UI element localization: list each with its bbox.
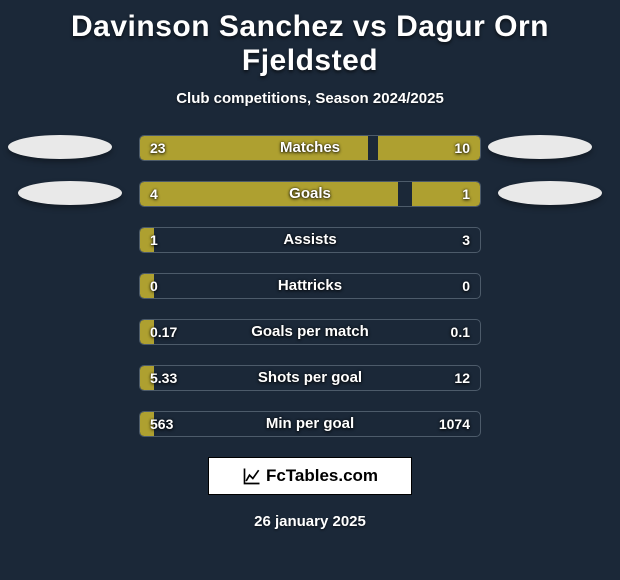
stat-bars: 2310Matches 41Goals 13Assists 00Hattricks 0.… xyxy=(139,135,481,437)
stat-row: 41Goals xyxy=(139,181,481,207)
page-title: Davinson Sanchez vs Dagur Orn Fjeldsted xyxy=(0,0,620,78)
stat-label: Min per goal xyxy=(140,412,480,436)
team-badge-placeholder xyxy=(18,181,122,205)
stat-label: Goals xyxy=(140,182,480,206)
stat-row: 00Hattricks xyxy=(139,273,481,299)
stat-row: 0.170.1Goals per match xyxy=(139,319,481,345)
stat-label: Hattricks xyxy=(140,274,480,298)
team-badge-placeholder xyxy=(488,135,592,159)
stat-label: Matches xyxy=(140,136,480,160)
chart-icon xyxy=(242,466,262,486)
team-badge-placeholder xyxy=(498,181,602,205)
stat-row: 5631074Min per goal xyxy=(139,411,481,437)
stat-label: Goals per match xyxy=(140,320,480,344)
stat-label: Assists xyxy=(140,228,480,252)
comparison-area: 2310Matches 41Goals 13Assists 00Hattricks 0.… xyxy=(0,135,620,437)
stat-row: 2310Matches xyxy=(139,135,481,161)
fctables-logo[interactable]: FcTables.com xyxy=(208,457,412,495)
subtitle: Club competitions, Season 2024/2025 xyxy=(0,90,620,107)
stat-label: Shots per goal xyxy=(140,366,480,390)
logo-text: FcTables.com xyxy=(266,466,378,486)
stat-row: 13Assists xyxy=(139,227,481,253)
stat-row: 5.3312Shots per goal xyxy=(139,365,481,391)
team-badge-placeholder xyxy=(8,135,112,159)
date-label: 26 january 2025 xyxy=(0,513,620,530)
